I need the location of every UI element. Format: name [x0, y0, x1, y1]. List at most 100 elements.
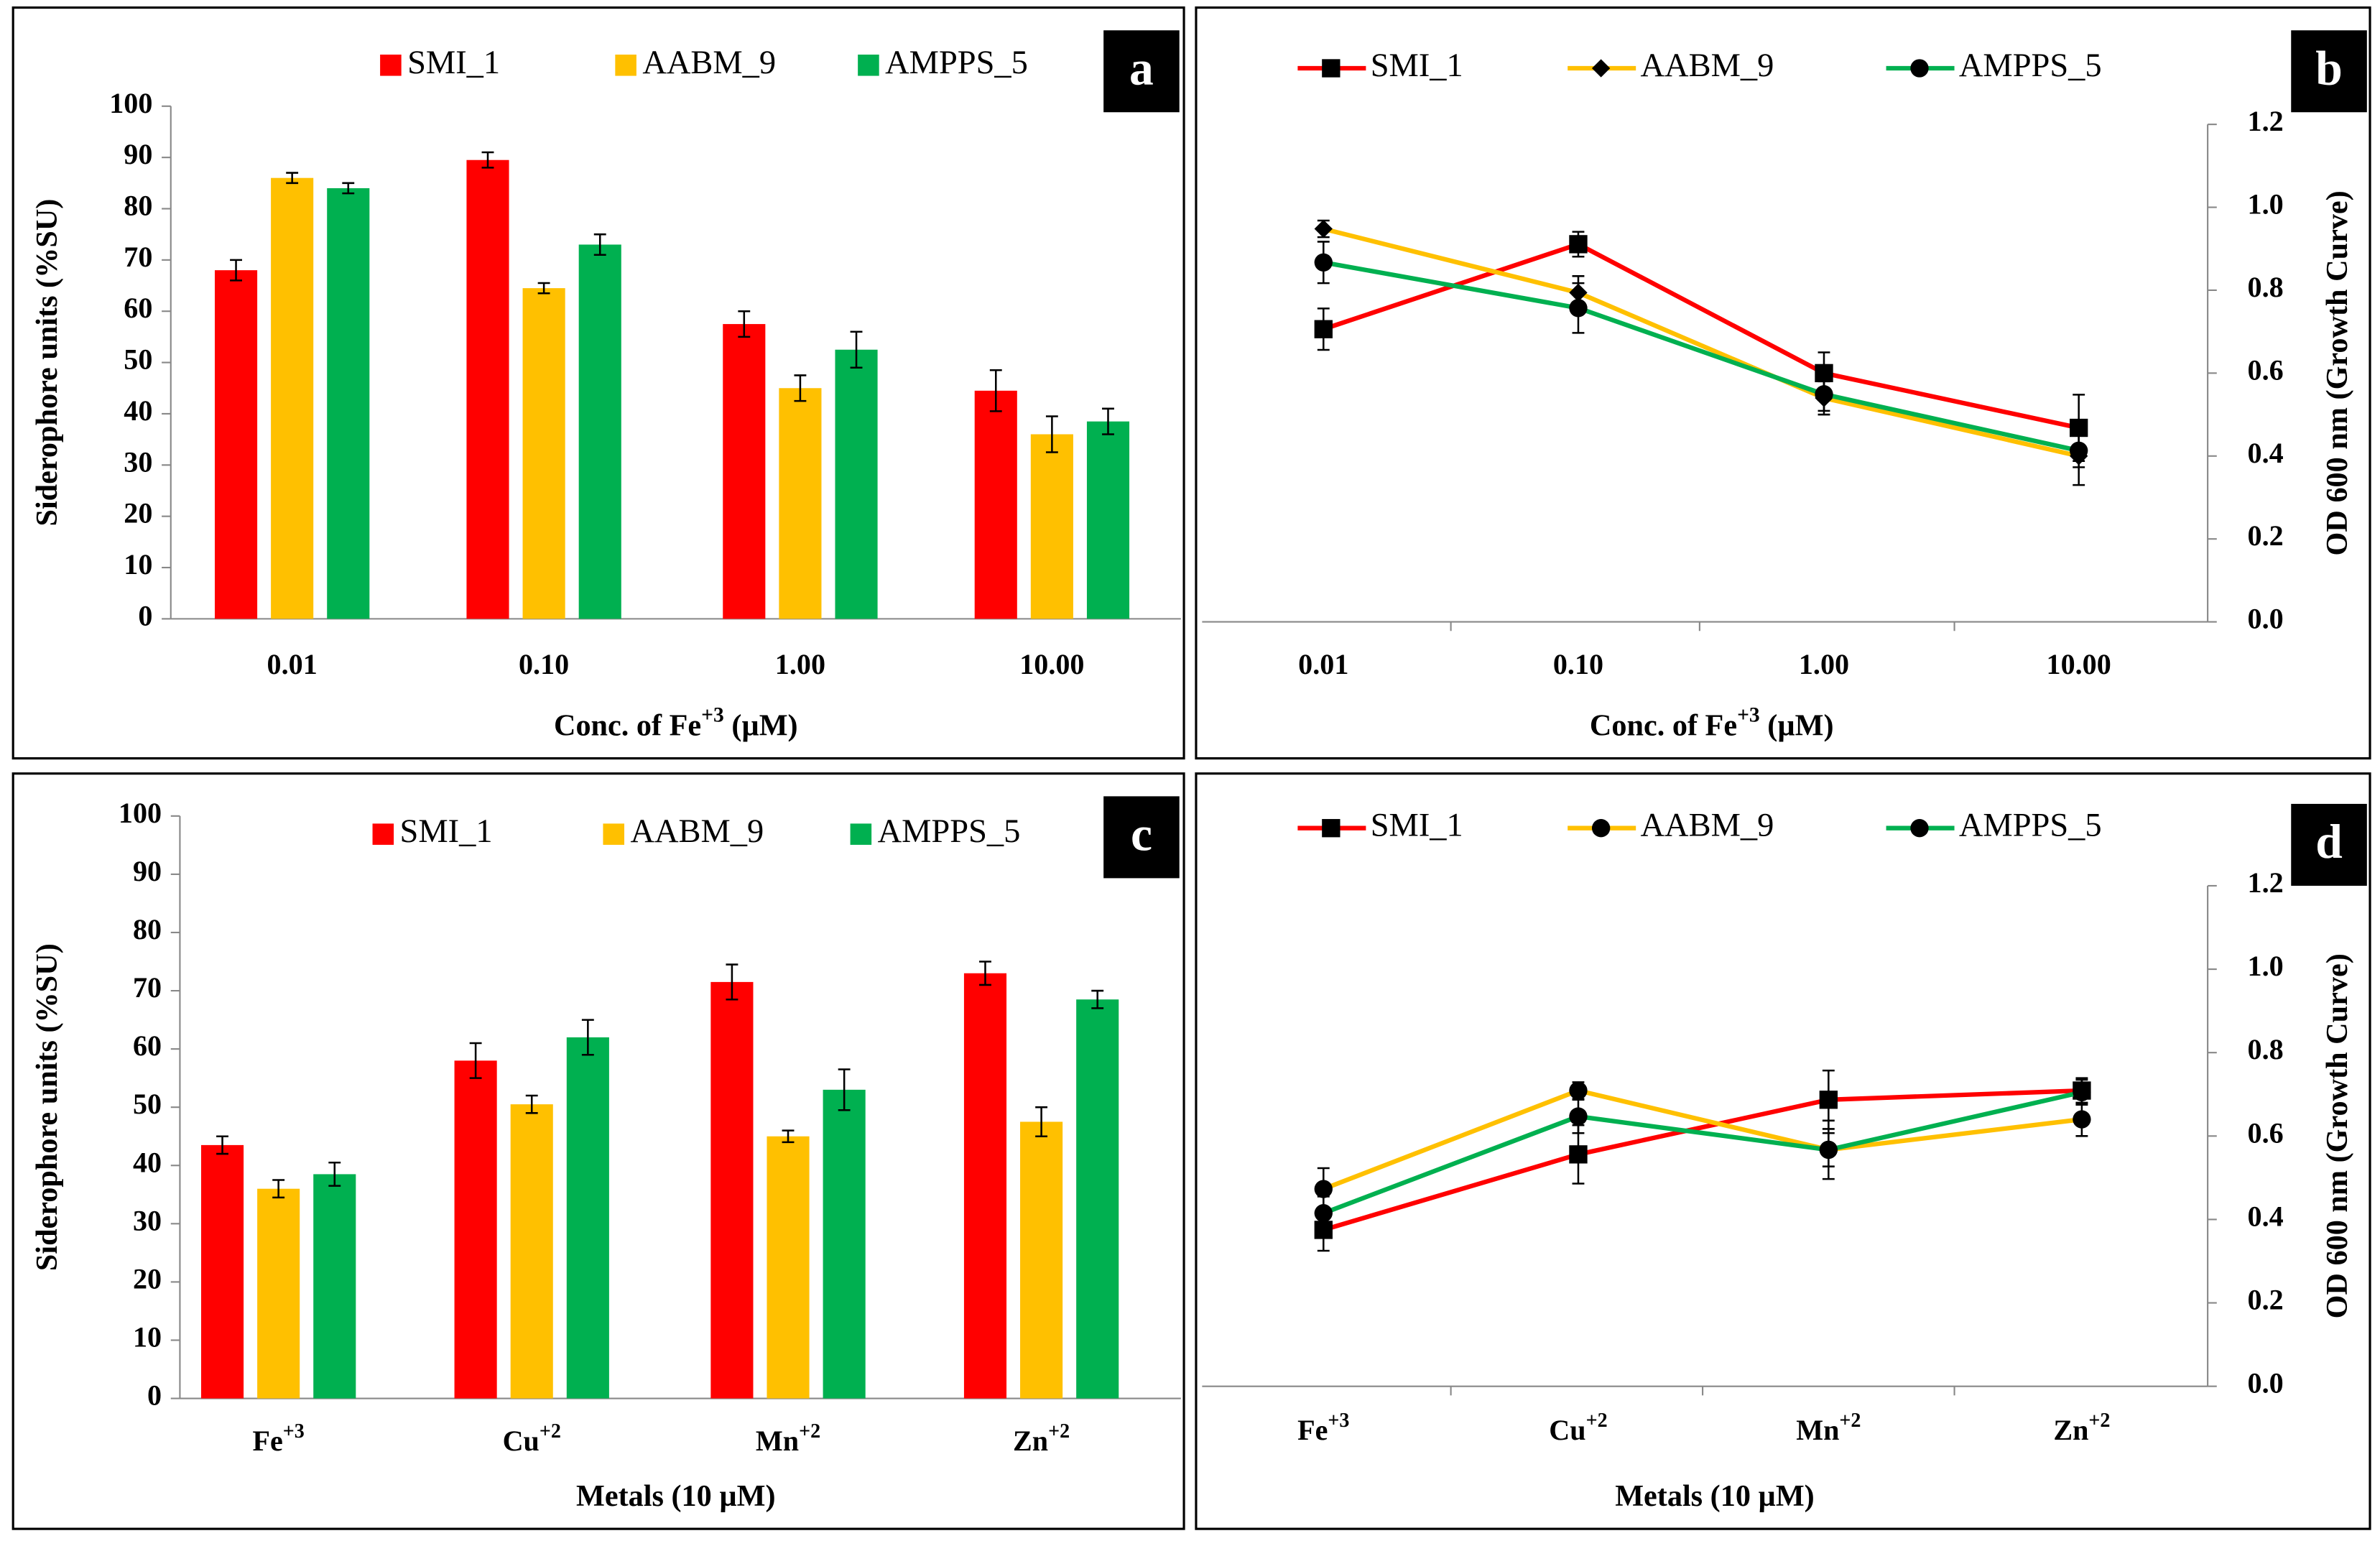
y-tick-label: 0.8	[2248, 1033, 2284, 1065]
marker	[1314, 1204, 1333, 1223]
y-tick-label: 0.0	[2248, 603, 2284, 635]
bar	[767, 1136, 810, 1399]
marker	[1322, 819, 1341, 838]
legend-label: AABM_9	[1641, 807, 1774, 843]
error-bar	[481, 151, 494, 169]
error-bar-line	[272, 1179, 285, 1199]
x-tick-label: 10.00	[2047, 648, 2111, 680]
marker	[2073, 1110, 2091, 1129]
x-tick-label: Mn+2	[756, 1420, 820, 1457]
bar	[710, 981, 754, 1399]
panel: 0 10 20 30 40 50 60 70 80 90 100 Fe+3 Cu+2 Mn+2 Zn+2 Me…	[11, 772, 1185, 1530]
error-bar	[342, 182, 355, 195]
y-tick-label: 1.2	[2248, 105, 2284, 137]
marker	[1819, 1140, 1838, 1160]
y-tick-label: 0.4	[2248, 1200, 2284, 1233]
panel-label-box	[1103, 796, 1180, 879]
marker	[1569, 299, 1588, 318]
bar	[214, 270, 258, 619]
error-bar	[1045, 415, 1058, 453]
error-bar	[1035, 1106, 1048, 1137]
y-tick-label: 60	[133, 1029, 162, 1062]
error-bar	[272, 1179, 285, 1199]
y-tick-label: 80	[133, 913, 162, 945]
error-bar	[838, 1068, 851, 1111]
y-tick-label: 10	[124, 548, 152, 580]
legend-label: AABM_9	[642, 44, 776, 80]
y-tick-label: 0.2	[2248, 519, 2284, 552]
error-bar-line	[989, 369, 1002, 412]
error-bar-line	[794, 374, 807, 402]
error-bar-line	[782, 1129, 795, 1144]
y-axis-label: Siderophore units (%SU)	[30, 199, 64, 527]
error-bar-line	[537, 282, 550, 295]
panel: 0.0 0.2 0.4 0.6 0.8 1.0 1.2 0.01 0.10 1.00 10.00 Co…	[1195, 6, 2371, 760]
x-tick-label: 0.01	[1298, 648, 1348, 680]
legend-swatch	[372, 823, 394, 845]
y-tick-label: 20	[124, 497, 152, 529]
panel-label: b	[2315, 41, 2343, 95]
panel-label-box	[2291, 30, 2367, 113]
legend-label: AMPPS_5	[878, 813, 1021, 850]
error-bar-line	[1045, 415, 1058, 453]
y-axis-label: OD 600 nm (Growth Curve)	[2320, 190, 2353, 555]
bar	[835, 349, 878, 619]
x-tick-label: Fe+3	[252, 1420, 304, 1457]
error-bar	[989, 369, 1002, 412]
panel-frame	[1195, 6, 2371, 760]
y-tick-label: 90	[124, 138, 152, 170]
error-bar-line	[726, 963, 738, 1001]
x-tick-label: Cu+2	[503, 1420, 561, 1457]
error-bar	[328, 1161, 341, 1187]
error-bar-line	[1035, 1106, 1048, 1137]
marker	[1910, 59, 1929, 78]
y-tick-label: 50	[124, 343, 152, 376]
error-bar-line	[342, 182, 355, 195]
marker	[1910, 819, 1929, 838]
legend-label: AMPPS_5	[1959, 47, 2102, 84]
bar	[723, 324, 766, 619]
bar	[1020, 1121, 1063, 1399]
panel-frame	[11, 772, 1185, 1530]
y-tick-label: 0.6	[2248, 354, 2284, 387]
marker	[2070, 441, 2088, 460]
panel-label: d	[2315, 815, 2343, 869]
error-bar	[1091, 989, 1104, 1009]
y-tick-label: 0	[138, 600, 152, 632]
line	[1323, 226, 2080, 458]
error-bar-line	[850, 330, 863, 369]
error-bar-line	[581, 1019, 594, 1056]
bar	[327, 188, 370, 619]
error-bar	[850, 330, 863, 369]
marker	[1569, 1081, 1588, 1100]
x-tick-label: Fe+3	[1297, 1410, 1349, 1446]
panel-label: c	[1131, 807, 1152, 861]
y-tick-label: 50	[133, 1088, 162, 1120]
error-bar	[581, 1019, 594, 1056]
legend-label: AABM_9	[1641, 47, 1774, 84]
marker	[1314, 253, 1333, 272]
error-bar	[230, 259, 242, 282]
y-tick-label: 0.8	[2248, 271, 2284, 303]
error-bar-line	[1102, 407, 1114, 435]
error-bar	[979, 961, 991, 986]
error-bar-line	[979, 961, 991, 986]
panel-label-box	[2291, 803, 2367, 886]
marker	[1569, 1107, 1588, 1126]
error-bar-line	[525, 1094, 538, 1114]
x-tick-label: 10.00	[1019, 648, 1084, 680]
legend-label: SMI_1	[1371, 47, 1463, 84]
x-tick-label: 0.01	[267, 648, 318, 680]
marker	[1819, 1091, 1838, 1109]
y-axis-label: Siderophore units (%SU)	[30, 943, 64, 1271]
error-bar-line	[1091, 989, 1104, 1009]
marker	[1314, 1180, 1333, 1198]
legend-label: AABM_9	[630, 813, 764, 850]
legend-swatch	[380, 55, 402, 76]
x-axis-label: Metals (10 µM)	[1615, 1479, 1815, 1513]
bar	[466, 159, 509, 619]
y-tick-label: 70	[133, 971, 162, 1004]
bar	[510, 1104, 553, 1399]
bar	[823, 1089, 866, 1399]
